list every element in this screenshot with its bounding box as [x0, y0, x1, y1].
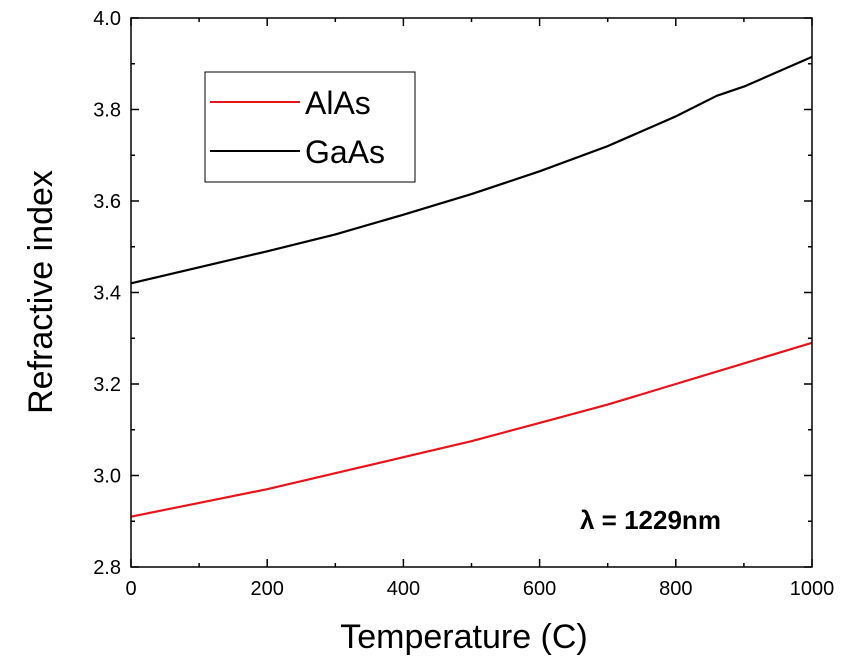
x-tick-label: 200 [251, 578, 284, 600]
legend-label-alas: AlAs [305, 85, 371, 121]
x-tick-label: 1000 [790, 578, 835, 600]
y-tick-label: 3.4 [93, 283, 121, 305]
y-tick-label: 2.8 [93, 557, 121, 579]
tick-labels-layer: 0 200 400 600 800 1000 2.8 3.0 3.2 3.4 3.6 3.8 4.0 [93, 8, 834, 600]
legend-box [204, 71, 416, 183]
x-axis-title: Temperature (C) [340, 618, 588, 656]
legend: AlAs GaAs [204, 71, 416, 183]
series-line-alas [130, 341, 813, 518]
x-tick-label: 800 [659, 578, 692, 600]
series-line-gaas [130, 55, 813, 285]
y-tick-label: 3.8 [93, 100, 121, 122]
series-layer [130, 55, 813, 518]
wavelength-annotation: λ = 1229nm [580, 505, 721, 535]
x-tick-label: 0 [125, 578, 136, 600]
y-tick-label: 3.6 [93, 191, 121, 213]
legend-label-gaas: GaAs [305, 134, 385, 170]
x-tick-label: 600 [523, 578, 556, 600]
y-tick-label: 3.2 [93, 374, 121, 396]
y-tick-label: 4.0 [93, 8, 121, 30]
x-tick-label: 400 [387, 578, 420, 600]
y-tick-label: 3.0 [93, 466, 121, 488]
y-axis-title: Refractive index [22, 170, 60, 414]
ticks-layer [130, 17, 813, 568]
